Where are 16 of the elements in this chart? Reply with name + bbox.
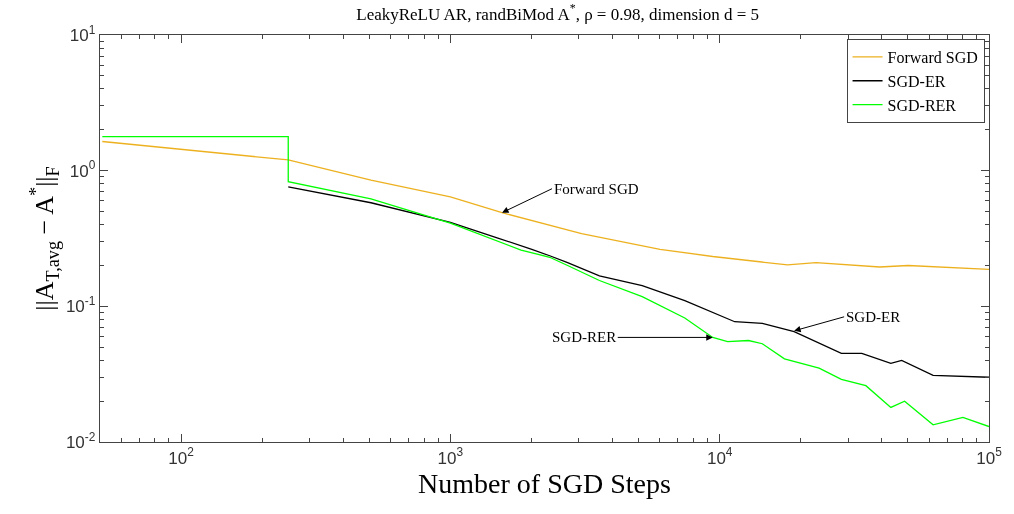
legend-label: SGD-ER (887, 73, 946, 91)
annotation: SGD-ER (846, 309, 901, 325)
y-tick-label: 10$^{1}$ (69, 22, 96, 45)
annotation: Forward SGD (554, 181, 639, 197)
y-tick-label: 10$^{-2}$ (65, 429, 96, 452)
x-axis-title: Number of SGD Steps (418, 467, 671, 499)
y-tick-label: 10$^{-1}$ (65, 294, 96, 317)
x-tick-label: 10$^{2}$ (168, 445, 195, 468)
y-tick-label: 10$^{0}$ (69, 158, 96, 181)
chart-title: LeakyReLU AR, randBiMod A$^{*}$, ρ = 0.98, dimension d = 5 (356, 1, 760, 24)
x-tick-label: 10$^{5}$ (976, 445, 1003, 468)
annotation: SGD-RER (552, 329, 617, 345)
legend-label: Forward SGD (887, 49, 978, 67)
x-tick-label: 10$^{3}$ (437, 445, 464, 468)
x-tick-label: 10$^{4}$ (706, 445, 733, 468)
legend-label: SGD-RER (887, 96, 957, 114)
